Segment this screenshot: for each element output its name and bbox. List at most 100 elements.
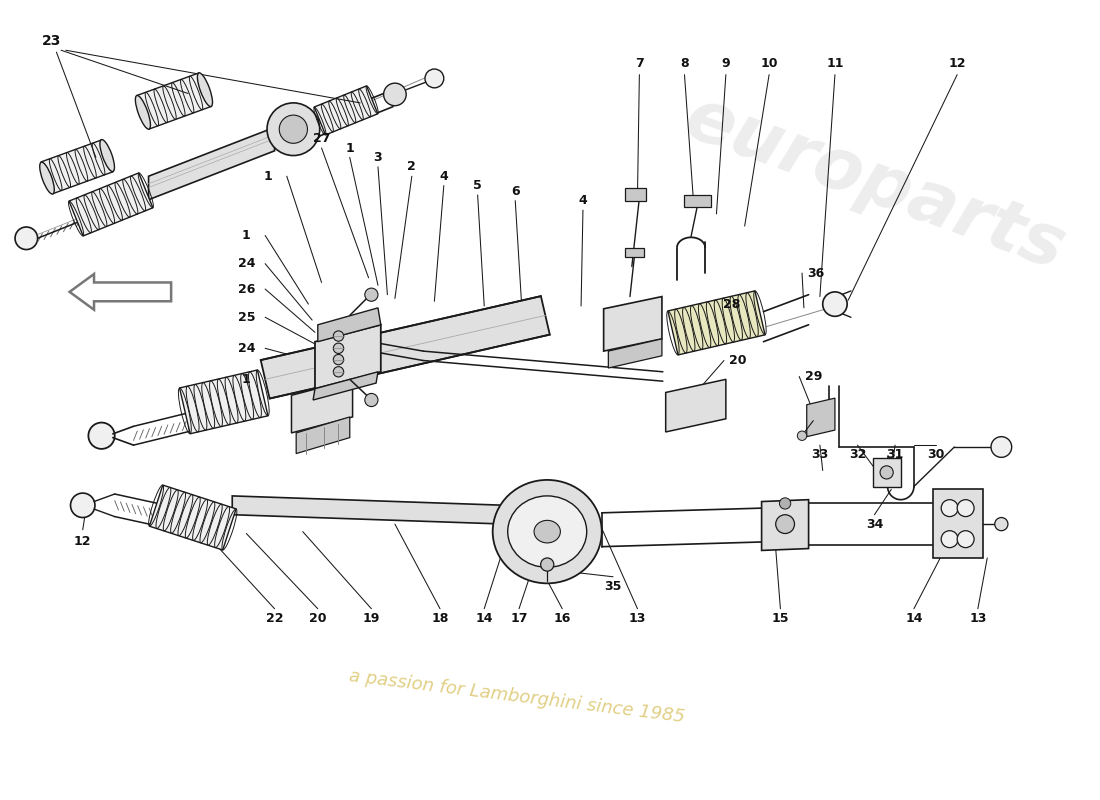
Text: 24: 24 [238,257,255,270]
Text: 31: 31 [887,448,904,461]
Text: 27: 27 [312,132,330,145]
Text: 10: 10 [760,57,778,70]
Circle shape [957,500,975,517]
Circle shape [957,530,975,548]
Ellipse shape [40,162,54,194]
Text: 2: 2 [407,160,416,174]
Text: 24: 24 [238,342,255,354]
Circle shape [15,227,37,250]
Polygon shape [761,500,808,550]
FancyArrow shape [69,274,172,310]
Text: 7: 7 [635,57,643,70]
Circle shape [991,437,1012,458]
Text: 22: 22 [266,612,284,625]
Text: 4: 4 [579,194,587,207]
Polygon shape [315,325,381,389]
Text: 23: 23 [42,34,62,48]
Text: 32: 32 [849,448,866,461]
Polygon shape [292,379,353,433]
Polygon shape [608,339,662,368]
Circle shape [333,366,343,377]
Text: 34: 34 [866,518,883,530]
Circle shape [540,558,553,571]
Circle shape [365,288,378,302]
Polygon shape [42,140,113,194]
Polygon shape [314,372,378,400]
Text: 14: 14 [475,612,493,625]
Polygon shape [933,490,982,558]
Text: 6: 6 [510,185,519,198]
Polygon shape [872,458,901,486]
Circle shape [333,331,343,342]
Polygon shape [296,417,350,454]
Text: europarts: europarts [675,83,1074,285]
Text: 29: 29 [804,370,822,383]
Ellipse shape [135,95,151,129]
Circle shape [942,500,958,517]
Circle shape [333,343,343,354]
Polygon shape [150,485,236,550]
Text: 15: 15 [771,612,789,625]
Text: 25: 25 [238,310,255,324]
Polygon shape [232,496,506,524]
Text: 19: 19 [363,612,381,625]
Ellipse shape [100,139,114,171]
Bar [625,248,645,257]
Circle shape [780,498,791,509]
Circle shape [333,354,343,365]
Polygon shape [806,398,835,437]
Text: 16: 16 [553,612,571,625]
Text: 1: 1 [242,373,251,386]
Text: 26: 26 [238,282,255,295]
Circle shape [776,514,794,534]
Bar [684,195,711,207]
Circle shape [70,493,95,518]
Text: 20: 20 [729,354,747,367]
Circle shape [942,530,958,548]
Polygon shape [604,297,662,351]
Ellipse shape [197,73,212,106]
Text: 12: 12 [948,57,966,70]
Text: 1: 1 [242,229,251,242]
Text: 30: 30 [927,448,944,461]
Circle shape [994,518,1008,530]
Text: 5: 5 [473,179,482,192]
Polygon shape [69,173,153,236]
Text: 14: 14 [905,612,923,625]
Text: 12: 12 [74,534,91,547]
Circle shape [267,103,320,155]
Ellipse shape [535,520,560,543]
Text: 9: 9 [722,57,730,70]
Ellipse shape [493,480,602,583]
Polygon shape [136,73,211,129]
Text: 11: 11 [826,57,844,70]
Text: 13: 13 [629,612,646,625]
Bar [625,187,646,201]
Text: 36: 36 [807,266,825,279]
Polygon shape [261,296,550,398]
Polygon shape [666,379,726,432]
Text: 4: 4 [439,170,448,182]
Polygon shape [148,127,275,200]
Polygon shape [315,86,377,135]
Text: 1: 1 [345,142,354,154]
Polygon shape [668,291,766,355]
Polygon shape [179,370,268,434]
Text: 13: 13 [969,612,987,625]
Text: 33: 33 [812,448,828,461]
Circle shape [88,422,114,449]
Text: 3: 3 [374,151,383,164]
Circle shape [425,69,443,88]
Circle shape [798,431,806,441]
Circle shape [823,292,847,316]
Circle shape [365,394,378,406]
Text: 8: 8 [680,57,689,70]
Text: 17: 17 [510,612,528,625]
Text: 20: 20 [309,612,327,625]
Text: 1: 1 [264,170,273,182]
Polygon shape [318,308,381,342]
Text: 18: 18 [431,612,449,625]
Circle shape [279,115,308,143]
Text: 28: 28 [723,298,740,310]
Circle shape [880,466,893,479]
